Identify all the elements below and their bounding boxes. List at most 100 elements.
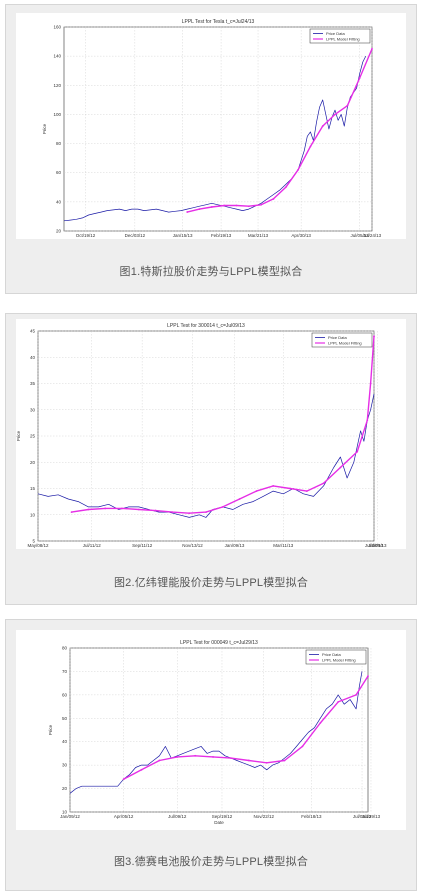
eve-energy-lppl-chart: LPPL Test for 300014 t_c=Jul09/13 5 10 15 20… (16, 323, 387, 548)
model-fit-point (297, 168, 299, 171)
model-fit-point (356, 450, 359, 453)
plot-frame (69, 647, 369, 813)
x-tick-label: Mar/21/13 (248, 233, 269, 238)
model-fit-point (371, 47, 373, 50)
model-fit-point (154, 509, 157, 512)
model-fit-point (367, 675, 369, 678)
model-fit-point (212, 756, 214, 758)
x-tick-label: Jul/08/13 (365, 543, 384, 548)
y-tick-label: 50 (62, 716, 68, 721)
model-fit-point (188, 512, 191, 515)
y-tick-label: 100 (53, 112, 61, 117)
figure-caption-3: 图3.德赛电池股价走势与LPPL模型拟合 (113, 856, 309, 868)
model-fit-point (121, 507, 123, 510)
model-fit-point (322, 482, 325, 485)
model-fit-point (255, 490, 258, 493)
x-tick-label: Feb/18/13 (301, 814, 322, 819)
legend-label: LPPL Model Fitting (326, 37, 360, 42)
model-fit-point (339, 466, 342, 469)
legend-label: Price Data (328, 335, 347, 340)
model-fit-point (247, 205, 250, 208)
plot-frame (63, 26, 373, 232)
x-tick-label: Jan/09/12 (60, 814, 80, 819)
y-axis-label: Price (16, 430, 21, 441)
y-tick-label: 70 (62, 669, 68, 674)
model-fit-point (210, 206, 213, 208)
model-fit-point (366, 419, 369, 422)
chart-title: LPPL Test for Tesla t_c=Jul24/13 (182, 19, 255, 25)
model-fit-point (355, 693, 357, 696)
y-tick-label: 80 (56, 141, 62, 146)
model-fit-point (265, 761, 268, 764)
model-fit-point (334, 113, 336, 116)
model-fit-point (337, 700, 340, 703)
model-fit-point (221, 505, 224, 508)
figure-caption-1: 图1.特斯拉股价走势与LPPL模型拟合 (119, 266, 303, 278)
figure-card-2: LPPL Test for 300014 t_c=Jul09/13 5 10 15 20… (5, 313, 417, 605)
model-fit-point (319, 722, 322, 724)
x-tick-label: Dec/03/12 (125, 233, 146, 238)
model-fit-point (272, 198, 275, 200)
y-axis-label: Price (42, 123, 47, 134)
legend-box (305, 649, 367, 665)
model-fit-point (358, 77, 361, 79)
model-fit-point (194, 754, 197, 757)
y-tick-label: 40 (56, 199, 62, 204)
model-fit-point (283, 759, 286, 762)
y-tick-label: 35 (30, 381, 36, 386)
model-fit-point (158, 759, 161, 762)
model-fit-point (373, 335, 375, 338)
x-tick-label: Mar/11/13 (273, 543, 293, 548)
legend-box (309, 28, 371, 44)
model-fit-point (260, 203, 263, 206)
price-data-line (37, 393, 375, 518)
model-fit-point (230, 757, 232, 760)
model-fit-point (305, 490, 308, 493)
model-fit-point (309, 145, 312, 148)
y-tick-label: 10 (62, 810, 68, 815)
y-tick-label: 5 (32, 539, 35, 544)
figure-card-3: LPPL Test for 000049 t_c=Jul29/13 10 20 30 4… (5, 619, 417, 891)
price-data-line (63, 55, 367, 222)
chart-title: LPPL Test for 300014 t_c=Jul09/13 (167, 323, 245, 329)
figure-card-1: LPPL Test for Tesla t_c=Jul24/13 20 40 60 80… (5, 4, 417, 294)
model-fit-point (171, 511, 174, 514)
chart-title: LPPL Test for 000049 t_c=Jul29/13 (180, 640, 258, 646)
legend-label: Price Data (322, 652, 341, 657)
y-tick-label: 20 (30, 460, 36, 465)
y-axis-label: Price (48, 724, 53, 735)
model-fit-point (176, 756, 179, 758)
x-tick-label: Jul/24/13 (363, 233, 382, 238)
model-fit-point (284, 186, 287, 189)
x-tick-label: Jul/05/13 (351, 233, 370, 238)
chart-panel-2: LPPL Test for 300014 t_c=Jul09/13 5 10 15 20… (16, 319, 406, 549)
model-fit-point (122, 778, 125, 781)
x-tick-label: Jul/09/12 (168, 814, 187, 819)
y-tick-label: 30 (30, 407, 36, 412)
x-tick-label: Jul/11/12 (83, 543, 101, 548)
model-fit-point (87, 508, 90, 511)
model-fit-point (369, 382, 372, 385)
x-tick-label: Apr/05/12 (114, 814, 134, 819)
y-tick-label: 160 (53, 25, 61, 30)
model-fit-point (247, 759, 250, 762)
model-fit-point (205, 511, 207, 514)
y-tick-label: 20 (56, 229, 62, 234)
y-tick-label: 80 (62, 646, 68, 651)
legend-box (311, 332, 373, 348)
x-tick-label: Nov/13/12 (182, 543, 203, 548)
x-tick-label: May/08/12 (27, 543, 49, 548)
y-tick-label: 15 (30, 486, 36, 491)
model-fit-point (321, 125, 324, 127)
model-fit-point (186, 211, 189, 213)
x-axis-label: Date (214, 820, 224, 825)
x-tick-label: Jul/29/13 (362, 814, 381, 819)
y-tick-label: 40 (62, 739, 68, 744)
x-tick-label: Jul/05/13 (353, 814, 372, 819)
model-fit-point (198, 208, 201, 211)
model-fit-point (70, 511, 73, 514)
y-tick-label: 60 (62, 692, 68, 697)
y-tick-label: 45 (30, 329, 36, 334)
figure-caption-2: 图2.亿纬锂能股价走势与LPPL模型拟合 (113, 577, 309, 589)
model-fit-point (223, 204, 226, 207)
